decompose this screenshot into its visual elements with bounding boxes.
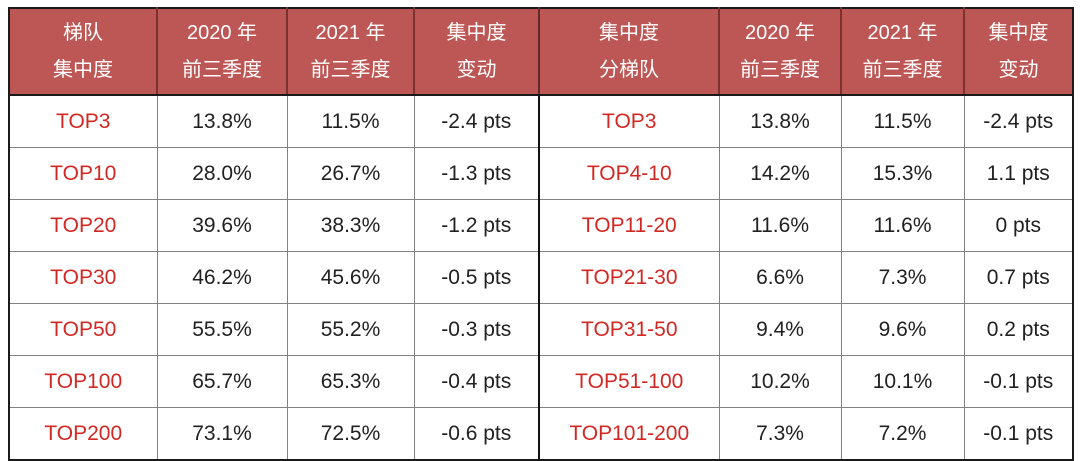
- value-cell: 72.5%: [286, 407, 415, 461]
- table-row: TOP30 46.2% 45.6% -0.5 pts TOP21-30 6.6% 7.3% 0…: [8, 251, 1074, 304]
- table-header: 梯队 集中度 2020 年 前三季度 2021 年 前三季度 集中度 变动 集中度 分梯…: [9, 8, 1073, 96]
- value-cell: 0.7 pts: [963, 251, 1074, 304]
- value-cell: 9.4%: [718, 303, 842, 356]
- value-cell: 45.6%: [286, 251, 415, 304]
- value-cell: 10.2%: [718, 355, 842, 408]
- value-cell: 46.2%: [156, 251, 288, 304]
- table-row: TOP100 65.7% 65.3% -0.4 pts TOP51-100 10.2% 10…: [8, 355, 1074, 408]
- header-cell-tier-left: 梯队 集中度: [9, 8, 157, 96]
- value-cell: 9.6%: [840, 303, 965, 356]
- value-cell: -2.4 pts: [963, 94, 1074, 148]
- table-row: TOP20 39.6% 38.3% -1.2 pts TOP11-20 11.6% 11.6…: [8, 199, 1074, 252]
- header-cell-y2020-right: 2020 年 前三季度: [718, 8, 841, 96]
- header-cell-y2021-left: 2021 年 前三季度: [286, 8, 414, 96]
- value-cell: 65.3%: [286, 355, 415, 408]
- tier-label-cell: TOP21-30: [538, 251, 720, 304]
- concentration-table: 梯队 集中度 2020 年 前三季度 2021 年 前三季度 集中度 变动 集中度 分梯…: [8, 7, 1074, 461]
- value-cell: 38.3%: [286, 199, 415, 252]
- table-body: TOP3 13.8% 11.5% -2.4 pts TOP3 13.8% 11.5% -2.4…: [8, 94, 1074, 461]
- value-cell: 11.5%: [286, 94, 415, 148]
- tier-label-cell: TOP51-100: [538, 355, 720, 408]
- tier-label-cell: TOP30: [8, 251, 158, 304]
- value-cell: -0.5 pts: [413, 251, 540, 304]
- value-cell: 26.7%: [286, 147, 415, 200]
- value-cell: -0.1 pts: [963, 355, 1074, 408]
- value-cell: 65.7%: [156, 355, 288, 408]
- header-cell-y2020-left: 2020 年 前三季度: [156, 8, 287, 96]
- value-cell: 7.3%: [840, 251, 965, 304]
- value-cell: 13.8%: [718, 94, 842, 148]
- header-cell-y2021-right: 2021 年 前三季度: [840, 8, 964, 96]
- table-row: TOP10 28.0% 26.7% -1.3 pts TOP4-10 14.2% 15.3%…: [8, 147, 1074, 200]
- tier-label-cell: TOP3: [8, 94, 158, 148]
- value-cell: 11.6%: [718, 199, 842, 252]
- value-cell: 13.8%: [156, 94, 288, 148]
- header-cell-tier-right: 集中度 分梯队: [538, 8, 719, 96]
- value-cell: -1.2 pts: [413, 199, 540, 252]
- value-cell: 11.5%: [840, 94, 965, 148]
- value-cell: 6.6%: [718, 251, 842, 304]
- value-cell: 0 pts: [963, 199, 1074, 252]
- value-cell: 7.2%: [840, 407, 965, 461]
- tier-label-cell: TOP31-50: [538, 303, 720, 356]
- tier-label-cell: TOP50: [8, 303, 158, 356]
- value-cell: -0.4 pts: [413, 355, 540, 408]
- value-cell: 39.6%: [156, 199, 288, 252]
- value-cell: 1.1 pts: [963, 147, 1074, 200]
- value-cell: -0.6 pts: [413, 407, 540, 461]
- value-cell: 15.3%: [840, 147, 965, 200]
- value-cell: 10.1%: [840, 355, 965, 408]
- header-cell-change-left: 集中度 变动: [413, 8, 539, 96]
- value-cell: 7.3%: [718, 407, 842, 461]
- tier-label-cell: TOP10: [8, 147, 158, 200]
- tier-label-cell: TOP11-20: [538, 199, 720, 252]
- tier-label-cell: TOP200: [8, 407, 158, 461]
- tier-label-cell: TOP4-10: [538, 147, 720, 200]
- value-cell: -2.4 pts: [413, 94, 540, 148]
- value-cell: 11.6%: [840, 199, 965, 252]
- value-cell: 73.1%: [156, 407, 288, 461]
- table-row: TOP3 13.8% 11.5% -2.4 pts TOP3 13.8% 11.5% -2.4…: [8, 94, 1074, 148]
- tier-label-cell: TOP100: [8, 355, 158, 408]
- value-cell: 55.2%: [286, 303, 415, 356]
- value-cell: 0.2 pts: [963, 303, 1074, 356]
- tier-label-cell: TOP101-200: [538, 407, 720, 461]
- tier-label-cell: TOP20: [8, 199, 158, 252]
- header-cell-change-right: 集中度 变动: [963, 8, 1073, 96]
- value-cell: -0.1 pts: [963, 407, 1074, 461]
- table-row: TOP200 73.1% 72.5% -0.6 pts TOP101-200 7.3% 7.…: [8, 407, 1074, 461]
- value-cell: -1.3 pts: [413, 147, 540, 200]
- table-row: TOP50 55.5% 55.2% -0.3 pts TOP31-50 9.4% 9.6% 0…: [8, 303, 1074, 356]
- value-cell: 14.2%: [718, 147, 842, 200]
- value-cell: -0.3 pts: [413, 303, 540, 356]
- value-cell: 28.0%: [156, 147, 288, 200]
- tier-label-cell: TOP3: [538, 94, 720, 148]
- value-cell: 55.5%: [156, 303, 288, 356]
- header-row: 梯队 集中度 2020 年 前三季度 2021 年 前三季度 集中度 变动 集中度 分梯…: [9, 8, 1073, 96]
